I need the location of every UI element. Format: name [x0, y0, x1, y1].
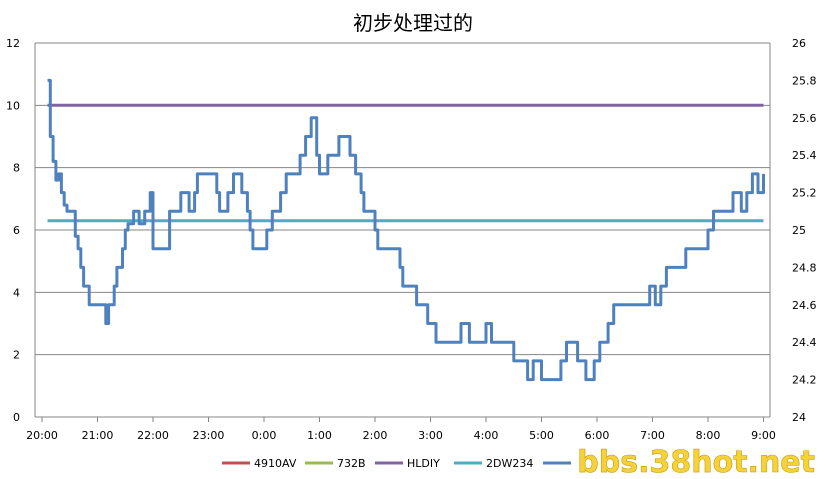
x-tick-label: 7:00	[640, 429, 665, 442]
x-tick-label: 6:00	[585, 429, 610, 442]
legend-label: 2DW234	[486, 457, 533, 470]
legend-label: HLDIY	[407, 457, 440, 470]
x-tick-label: 9:00	[751, 429, 776, 442]
x-tick-label: 20:00	[26, 429, 58, 442]
y-right-tick-label: 24	[792, 411, 806, 424]
series-layer	[47, 78, 765, 382]
y-right-tick-label: 24.8	[792, 261, 817, 274]
x-tick-label: 0:00	[252, 429, 277, 442]
y-left-tick-label: 12	[6, 37, 20, 50]
x-tick-label: 3:00	[418, 429, 443, 442]
y-right-tick-label: 25	[792, 224, 806, 237]
y-right-tick-label: 25.6	[792, 112, 817, 125]
y-left-tick-label: 8	[13, 162, 20, 175]
series-line-main	[47, 78, 765, 382]
x-tick-label: 22:00	[137, 429, 169, 442]
y-right-tick-label: 26	[792, 37, 806, 50]
y-left-tick-label: 4	[13, 286, 20, 299]
y-right-tick-label: 25.2	[792, 187, 817, 200]
y-left-tick-label: 6	[13, 224, 20, 237]
y-right-tick-label: 25.4	[792, 149, 817, 162]
x-tick-label: 23:00	[193, 429, 225, 442]
y-right-tick-label: 24.6	[792, 299, 817, 312]
x-tick-label: 4:00	[474, 429, 499, 442]
legend: 4910AV 732B HLDIY 2DW234	[222, 457, 571, 470]
x-tick-label: 21:00	[82, 429, 114, 442]
watermark: bbs.38hot.net	[577, 445, 815, 479]
y-left-tick-label: 2	[13, 349, 20, 362]
x-tick-label: 1:00	[307, 429, 332, 442]
chart-title: 初步处理过的	[353, 11, 473, 35]
y-left-tick-label: 10	[6, 99, 20, 112]
legend-label: 4910AV	[254, 457, 297, 470]
y-right-tick-label: 25.8	[792, 74, 817, 87]
x-tick-label: 8:00	[696, 429, 721, 442]
axes: 0246810122424.224.424.624.82525.225.425.…	[6, 37, 817, 442]
x-tick-label: 5:00	[529, 429, 554, 442]
gridlines	[35, 42, 770, 418]
x-tick-label: 2:00	[363, 429, 388, 442]
y-right-tick-label: 24.2	[792, 374, 817, 387]
legend-label: 732B	[337, 457, 366, 470]
y-right-tick-label: 24.4	[792, 336, 817, 349]
y-left-tick-label: 0	[13, 411, 20, 424]
